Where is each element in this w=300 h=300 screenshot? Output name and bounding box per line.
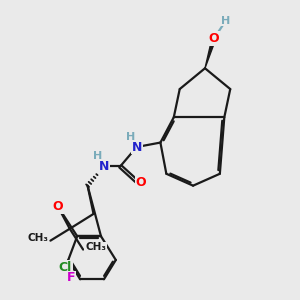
Text: N: N (99, 160, 109, 173)
Text: O: O (208, 32, 219, 45)
Text: CH₃: CH₃ (27, 233, 48, 243)
Text: H: H (126, 132, 135, 142)
Text: N: N (131, 140, 142, 154)
Text: O: O (52, 200, 63, 213)
Text: Cl: Cl (59, 261, 72, 274)
Text: H: H (93, 151, 103, 161)
Text: F: F (66, 271, 75, 284)
Text: CH₃: CH₃ (85, 242, 106, 252)
Text: O: O (136, 176, 146, 189)
Polygon shape (205, 38, 216, 68)
Text: H: H (221, 16, 230, 26)
